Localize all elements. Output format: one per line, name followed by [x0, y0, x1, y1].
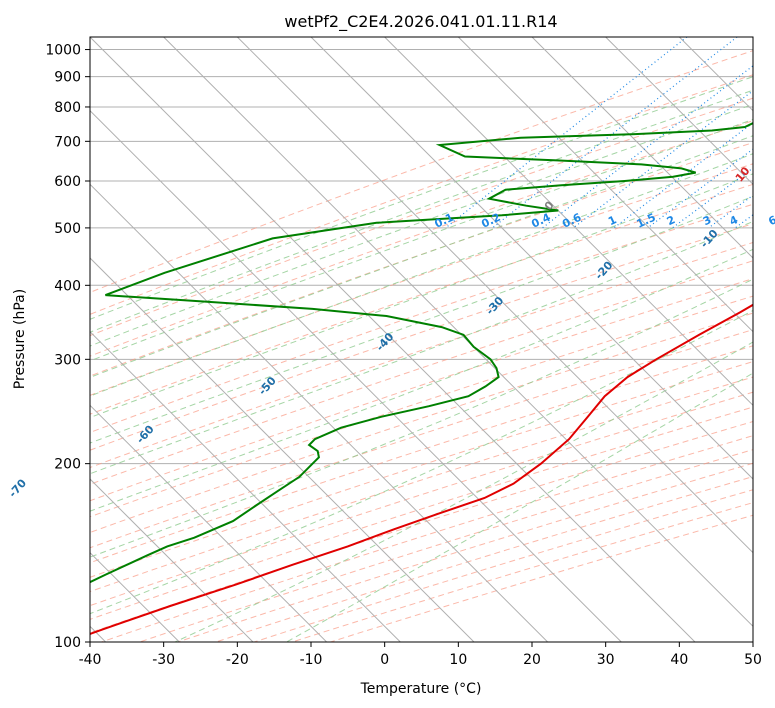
mixing-ratio-line	[672, 167, 753, 229]
dry-adiabat	[177, 462, 753, 642]
isotherm	[457, 37, 753, 333]
y-tick-label: 300	[54, 352, 81, 368]
y-tick-label: 600	[54, 174, 81, 190]
moist-adiabat	[90, 278, 753, 558]
isotherms	[90, 37, 753, 642]
mixing-ratio-line	[542, 65, 753, 229]
mixing-ratio-line	[445, 37, 688, 229]
x-tick-label: 0	[380, 652, 389, 668]
x-tick-label: -40	[79, 652, 102, 668]
isotherm	[90, 183, 549, 642]
moist-adiabat	[90, 220, 753, 475]
moist-adiabat	[90, 195, 753, 444]
plot-area	[90, 37, 753, 642]
isotherm	[310, 37, 753, 480]
x-tick-label: -30	[152, 652, 175, 668]
dry-adiabat	[292, 502, 753, 642]
x-tick-label: 40	[670, 652, 688, 668]
isotherm	[605, 37, 753, 186]
dry-adiabat	[90, 142, 753, 377]
mixing-ratio-lines	[445, 37, 753, 229]
dewpoint-profile	[90, 122, 753, 584]
moist-adiabat	[90, 76, 753, 320]
moist-adiabat	[90, 89, 753, 333]
dry-adiabat	[101, 435, 753, 642]
y-tick-label: 200	[54, 457, 81, 473]
isotherm	[90, 37, 696, 642]
x-tick-label: -20	[226, 652, 249, 668]
isotherm	[531, 37, 753, 259]
dry-adiabat	[90, 183, 753, 415]
dry-adiabat	[90, 120, 753, 357]
isotherm	[90, 478, 254, 642]
x-tick-label: -10	[300, 652, 323, 668]
isotherm	[90, 257, 475, 642]
temperature-profile	[90, 303, 753, 636]
y-axis-ticks: 1000 900 800 700 600 500 400 300 200 100	[45, 43, 90, 651]
isotherm	[90, 404, 328, 642]
x-tick-label: 50	[744, 652, 762, 668]
y-tick-label: 900	[54, 70, 81, 86]
pressure-gridlines	[90, 49, 753, 642]
x-tick-label: 10	[449, 652, 467, 668]
y-axis-label: Pressure (hPa)	[12, 289, 28, 389]
dry-adiabat	[90, 163, 753, 396]
dry-adiabat	[139, 449, 753, 642]
y-tick-label: 700	[54, 134, 81, 150]
y-tick-label: 100	[54, 635, 81, 651]
x-axis-label: Temperature (°C)	[360, 681, 482, 697]
y-tick-label: 400	[54, 278, 81, 294]
x-tick-label: 20	[523, 652, 541, 668]
isotherm	[384, 37, 753, 407]
mixing-ratio-label: 6	[766, 213, 775, 228]
dry-adiabat	[215, 476, 753, 642]
dry-adiabat	[254, 489, 753, 642]
y-tick-label: 1000	[45, 43, 81, 59]
x-axis-ticks: -40 -30 -20 -10 0 10 20 30 40 50	[79, 642, 762, 668]
dry-adiabat	[90, 361, 753, 578]
dry-adiabat	[90, 345, 753, 564]
chart-title: wetPf2_C2E4.2026.041.01.11.R14	[284, 12, 557, 32]
x-tick-label: 30	[597, 652, 615, 668]
plot-frame	[89, 36, 754, 643]
dry-adiabat	[90, 329, 753, 549]
dry-adiabats	[90, 50, 753, 642]
isotherm	[90, 330, 401, 642]
y-tick-label: 500	[54, 221, 81, 237]
y-tick-label: 800	[54, 100, 81, 116]
sounding-series	[90, 122, 753, 636]
isotherm	[90, 109, 622, 642]
dry-adiabat	[90, 97, 753, 337]
dry-adiabat	[90, 50, 753, 293]
moist-adiabat	[90, 173, 753, 419]
isotherm	[236, 37, 753, 554]
mixing-ratio-line	[613, 122, 753, 229]
